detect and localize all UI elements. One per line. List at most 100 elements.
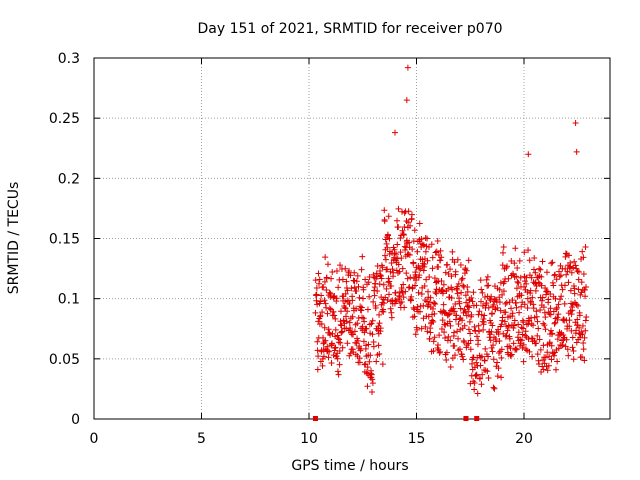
data-point <box>333 268 340 275</box>
data-point <box>478 353 485 360</box>
data-point <box>385 275 392 282</box>
data-point <box>520 325 527 332</box>
data-point <box>535 361 542 368</box>
data-point <box>334 332 341 339</box>
data-point <box>558 342 565 349</box>
data-point <box>337 339 344 346</box>
data-point <box>386 278 393 285</box>
data-point <box>478 298 484 305</box>
data-point <box>483 276 490 283</box>
data-point <box>553 304 560 311</box>
data-point <box>485 353 492 360</box>
data-point <box>530 266 537 273</box>
data-point <box>524 288 531 295</box>
data-point <box>418 236 425 243</box>
data-point <box>355 337 362 344</box>
data-point <box>577 291 584 298</box>
data-point <box>463 312 470 319</box>
data-point <box>471 386 478 393</box>
data-point <box>581 357 588 364</box>
data-point <box>459 275 466 282</box>
data-point <box>572 119 579 126</box>
data-point <box>566 317 573 324</box>
data-point <box>436 332 443 339</box>
data-point <box>437 348 444 355</box>
data-point <box>392 129 398 136</box>
data-point <box>440 301 447 308</box>
data-point <box>473 371 480 378</box>
data-point <box>465 308 472 315</box>
data-point <box>389 266 396 273</box>
data-point <box>529 353 536 360</box>
data-point <box>369 380 376 387</box>
data-point <box>525 151 532 158</box>
data-point <box>502 309 509 316</box>
data-point <box>332 315 339 322</box>
data-point <box>423 298 430 305</box>
data-point <box>563 271 570 278</box>
data-point <box>414 248 421 255</box>
data-point <box>350 331 357 338</box>
data-point <box>326 348 333 355</box>
data-point <box>477 277 484 284</box>
data-point <box>479 371 486 378</box>
data-point <box>398 285 405 292</box>
data-point <box>503 323 510 330</box>
data-point <box>331 345 338 352</box>
data-point <box>551 320 558 327</box>
zero-value-marker <box>474 416 480 421</box>
data-point <box>568 269 575 276</box>
data-point <box>565 279 572 286</box>
data-point <box>365 279 372 286</box>
data-point <box>510 271 517 278</box>
data-point <box>416 272 423 279</box>
data-point <box>418 290 425 297</box>
data-point <box>384 266 391 273</box>
data-point <box>320 353 327 360</box>
data-point <box>406 252 413 259</box>
data-point <box>354 320 361 327</box>
data-point <box>425 313 432 320</box>
data-point <box>420 302 427 309</box>
data-point <box>314 366 321 373</box>
data-point <box>574 321 581 328</box>
data-point <box>524 295 531 302</box>
data-point <box>447 322 454 329</box>
data-point <box>583 283 590 290</box>
data-point <box>341 304 348 311</box>
data-point <box>497 279 504 286</box>
data-point <box>573 327 580 334</box>
data-point <box>348 285 355 292</box>
data-point <box>388 314 395 321</box>
data-point <box>534 332 541 339</box>
data-point <box>384 244 391 251</box>
data-point <box>379 361 386 368</box>
data-point <box>372 280 379 287</box>
data-point <box>505 275 512 282</box>
data-point <box>481 357 488 364</box>
data-point <box>363 325 370 332</box>
zero-value-marker <box>463 416 469 421</box>
data-point <box>380 308 387 315</box>
data-point <box>424 328 431 335</box>
data-point <box>532 287 539 294</box>
data-point <box>438 326 445 333</box>
data-point <box>368 388 375 395</box>
data-point <box>531 255 538 262</box>
data-point <box>559 286 566 293</box>
grid-lines <box>94 58 610 419</box>
data-point <box>344 308 351 315</box>
data-point <box>318 292 325 299</box>
data-point <box>471 364 478 371</box>
data-point <box>459 353 466 360</box>
data-point <box>518 324 525 331</box>
data-point <box>455 321 462 328</box>
data-point <box>371 292 378 299</box>
x-tick-label: 10 <box>300 431 318 447</box>
data-point <box>539 297 546 304</box>
data-point <box>362 276 369 283</box>
data-point <box>459 317 466 324</box>
data-point <box>456 346 463 353</box>
data-point <box>485 282 492 289</box>
data-point <box>567 263 574 270</box>
